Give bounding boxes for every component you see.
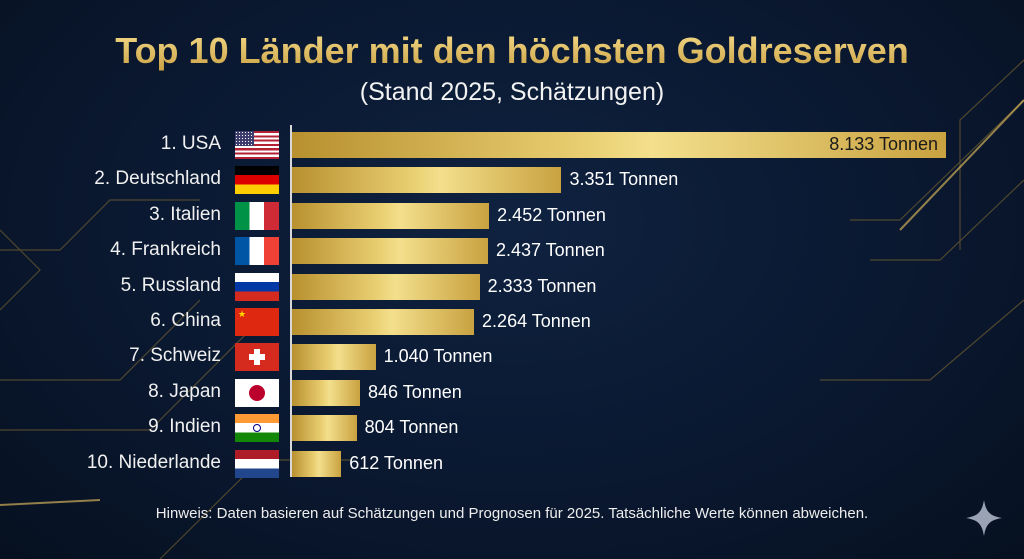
value-label: 8.133 Tonnen	[829, 134, 938, 154]
bar-row: 2. Deutschland 3.351 Tonnen	[0, 166, 1024, 195]
flag-icon-nl	[235, 449, 279, 478]
category-label: 9. Indien	[148, 416, 221, 438]
flag-icon-cn: ★	[235, 308, 279, 336]
bar	[292, 379, 361, 406]
bar-row: 1. USA 8.133 Tonnen	[0, 131, 1024, 159]
bar-row: 4. Frankreich 2.437 Tonnen	[0, 237, 1024, 266]
category-label: 3. Italien	[149, 203, 221, 225]
y-axis-line	[290, 125, 292, 477]
bar	[292, 202, 490, 229]
chart-title: Top 10 Länder mit den höchsten Goldreser…	[0, 30, 1024, 72]
bar-row: 8. Japan 846 Tonnen	[0, 378, 1024, 407]
category-label: 7. Schweiz	[129, 345, 221, 367]
value-label: 804 Tonnen	[364, 417, 459, 438]
bar	[292, 450, 342, 477]
category-label: 8. Japan	[148, 380, 221, 402]
bar-row: 9. Indien 804 Tonnen	[0, 414, 1024, 443]
value-label: 2.264 Tonnen	[482, 311, 591, 331]
category-label: 10. Niederlande	[86, 451, 221, 473]
flag-icon-de	[235, 166, 279, 195]
value-label: 1.040 Tonnen	[383, 346, 493, 367]
flag-icon-ru	[235, 272, 279, 301]
bar-row: 3. Italien 2.452 Tonnen	[0, 201, 1024, 230]
footnote: Hinweis: Daten basieren auf Schätzungen …	[155, 505, 869, 522]
value-label: 2.333 Tonnen	[487, 275, 597, 296]
flag-icon-us	[235, 131, 279, 159]
category-label: 1. USA	[160, 133, 221, 154]
flag-icon-fr	[235, 237, 279, 266]
sparkle-icon	[966, 500, 1002, 536]
flag-icon-in	[235, 414, 279, 443]
bar	[292, 167, 562, 194]
bar-row: 5. Russland 2.333 Tonnen	[0, 272, 1024, 301]
bar	[292, 238, 488, 265]
bar-row: 6. China ★ 2.264 Tonnen	[0, 308, 1024, 336]
value-label: 2.452 Tonnen	[497, 204, 606, 225]
bar	[292, 344, 376, 371]
bar-row: 7. Schweiz 1.040 Tonnen	[0, 343, 1024, 372]
bar-row: 10. Niederlande 612 Tonnen	[0, 449, 1024, 478]
flag-icon-ch	[235, 343, 279, 372]
category-label: 4. Frankreich	[110, 239, 221, 261]
bar	[292, 309, 475, 335]
category-label: 5. Russland	[120, 274, 221, 296]
flag-icon-jp	[235, 378, 279, 407]
bar	[292, 415, 357, 442]
bar	[292, 132, 946, 158]
category-label: 2. Deutschland	[94, 168, 221, 190]
flag-icon-it	[235, 201, 279, 230]
value-label: 612 Tonnen	[349, 452, 443, 473]
value-label: 846 Tonnen	[368, 381, 462, 402]
chart-subtitle: (Stand 2025, Schätzungen)	[359, 78, 665, 106]
category-label: 6. China	[150, 310, 221, 331]
value-label: 3.351 Tonnen	[569, 169, 679, 190]
bar	[292, 273, 480, 300]
value-label: 2.437 Tonnen	[495, 240, 605, 261]
